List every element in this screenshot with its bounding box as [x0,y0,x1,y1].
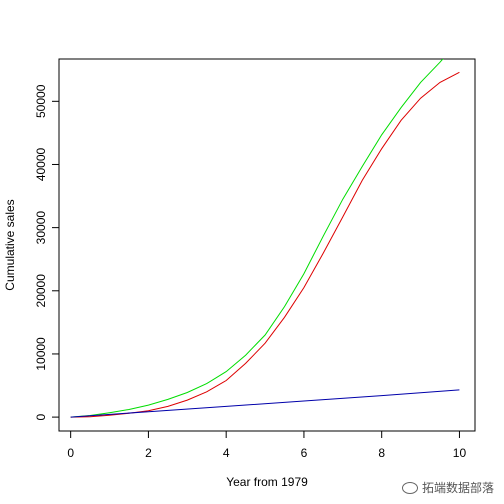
series-line-blue [70,389,460,418]
y-axis-label: Cumulative sales [3,199,17,290]
watermark: 拓端数据部落 [401,479,494,496]
x-tick-label: 0 [67,446,74,460]
y-tick-label: 20000 [34,274,48,308]
series-line-green [70,59,444,418]
x-tick-label: 10 [453,446,467,460]
y-tick-label: 10000 [34,337,48,371]
y-axis: 0 10000 20000 30000 40000 50000 [34,84,60,420]
y-tick-label: 0 [34,413,48,420]
series-line-red [70,71,460,418]
y-tick-label: 50000 [34,84,48,118]
plot-box [58,58,476,432]
x-axis: 0 2 4 6 8 10 [67,430,467,460]
watermark-text: 拓端数据部落 [421,481,494,495]
x-tick-label: 4 [223,446,230,460]
y-tick-label: 40000 [34,147,48,181]
x-axis-label: Year from 1979 [226,475,308,489]
y-tick-label: 30000 [34,211,48,245]
x-tick-label: 8 [378,446,385,460]
x-tick-label: 2 [145,446,152,460]
wechat-icon [401,481,418,494]
series-layer [70,59,460,418]
x-tick-label: 6 [301,446,308,460]
